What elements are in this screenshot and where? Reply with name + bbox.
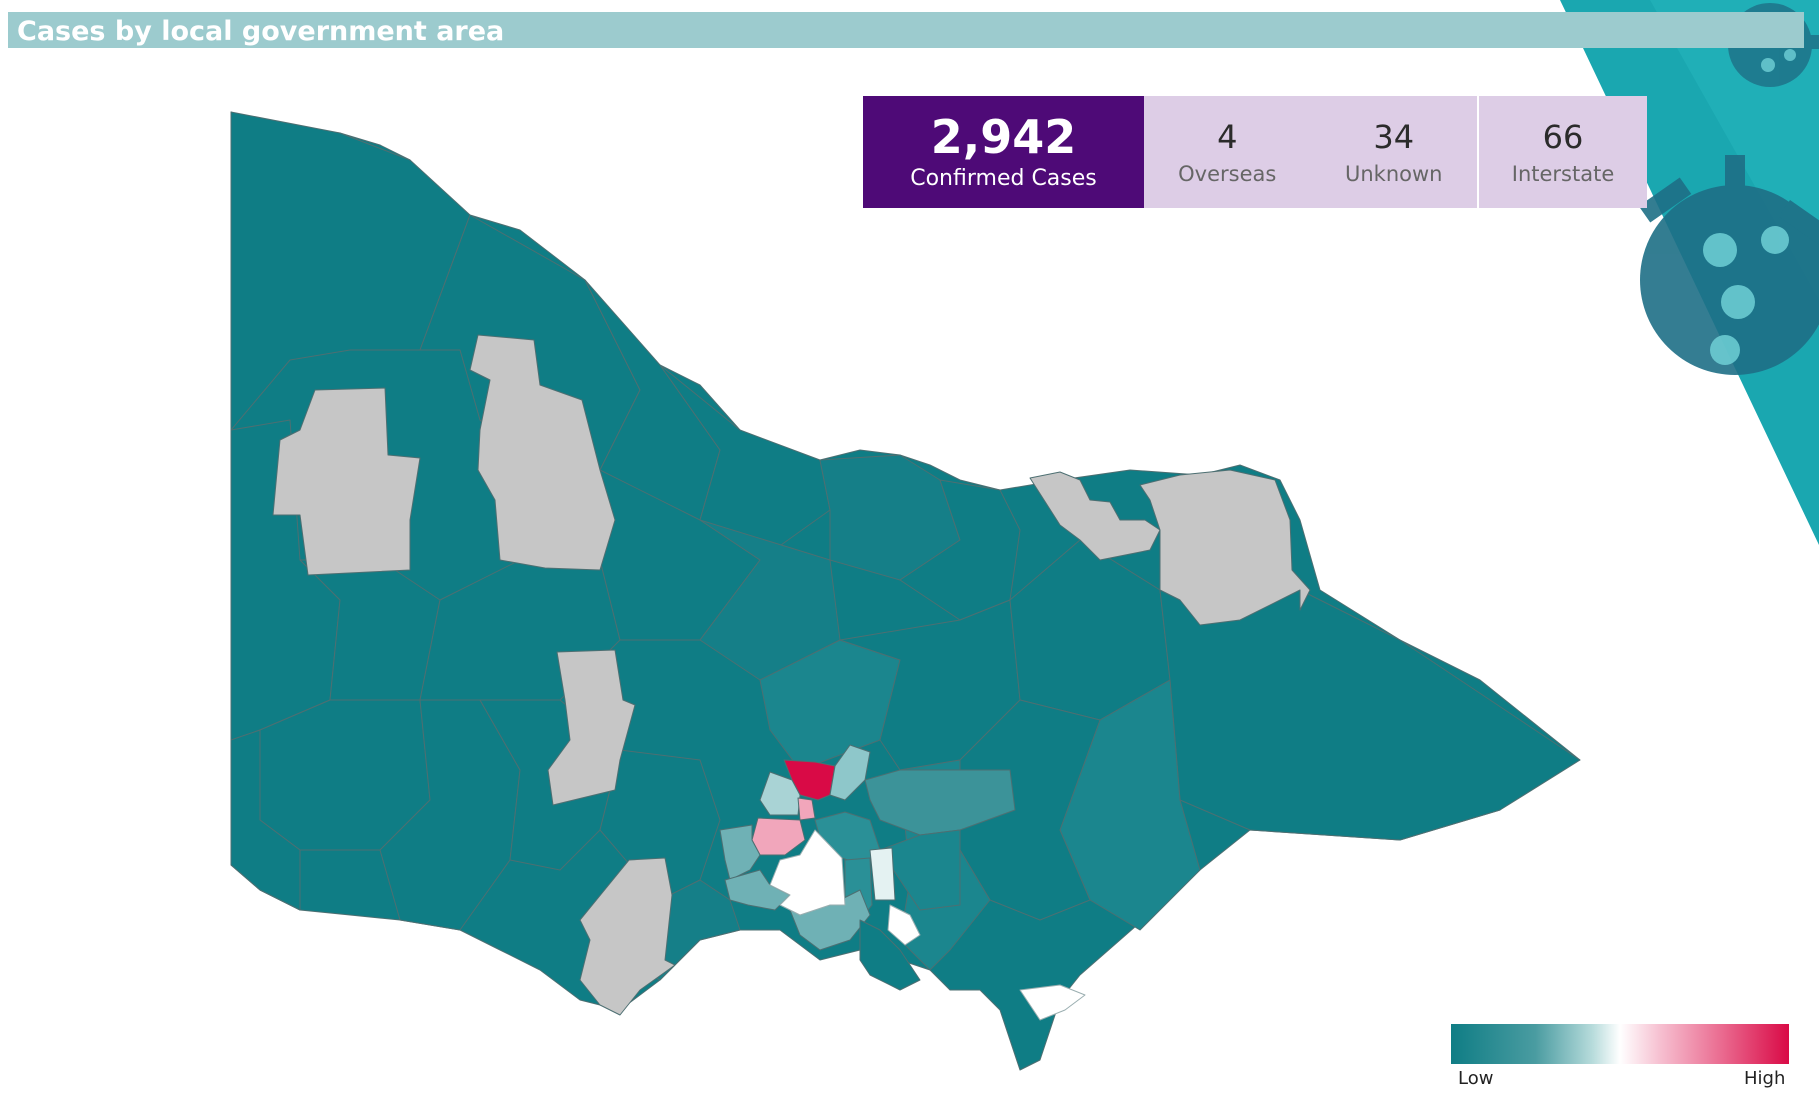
region-metro-west-pink-2 [797, 797, 816, 821]
region-no-cases-4 [579, 857, 676, 1016]
region-north-central [659, 364, 831, 561]
legend-high-label: High [1744, 1068, 1786, 1089]
overseas-value: 4 [1217, 118, 1238, 156]
region-metro-north-light [759, 771, 801, 816]
confirmed-cases-label: Confirmed Cases [910, 166, 1097, 191]
confirmed-cases-value: 2,942 [930, 110, 1077, 164]
confirmed-cases-tile: 2,942 Confirmed Cases [863, 96, 1144, 208]
interstate-value: 66 [1542, 118, 1584, 156]
color-scale-legend [1451, 1024, 1789, 1064]
interstate-group: 66 Interstate [1479, 96, 1647, 208]
legend-low-label: Low [1458, 1068, 1494, 1089]
unknown-value: 34 [1373, 118, 1415, 156]
region-no-cases-3 [547, 649, 636, 806]
interstate-label: Interstate [1511, 162, 1615, 186]
unknown-label: Unknown [1345, 162, 1443, 186]
title-bar [8, 12, 1804, 48]
region-mornington [859, 919, 921, 991]
overseas-tile: 4 Overseas [1144, 96, 1311, 208]
unknown-tile: 34 Unknown [1311, 96, 1478, 208]
wilsons-prom-area [1019, 984, 1086, 1021]
region-metro-east-1 [864, 769, 1016, 836]
region-no-cases-2 [469, 334, 616, 571]
region-no-cases-6 [1139, 469, 1311, 626]
westernport-bay [887, 904, 921, 946]
region-metro-west-light [719, 824, 761, 881]
page-title: Cases by local government area [17, 16, 505, 47]
summary-panel: 2,942 Confirmed Cases 4 Overseas 34 Unkn… [863, 96, 1649, 208]
region-no-cases-1 [272, 387, 421, 576]
acquired-group: 4 Overseas 34 Unknown [1144, 96, 1477, 208]
interstate-tile: 66 Interstate [1479, 96, 1647, 208]
region-no-cases-5 [1029, 471, 1161, 561]
region-metro-south-east [879, 829, 961, 911]
region-metro-bayside-light [869, 847, 896, 901]
port-phillip-bay [769, 829, 846, 916]
region-west-coast [230, 729, 301, 911]
overseas-label: Overseas [1178, 162, 1277, 186]
